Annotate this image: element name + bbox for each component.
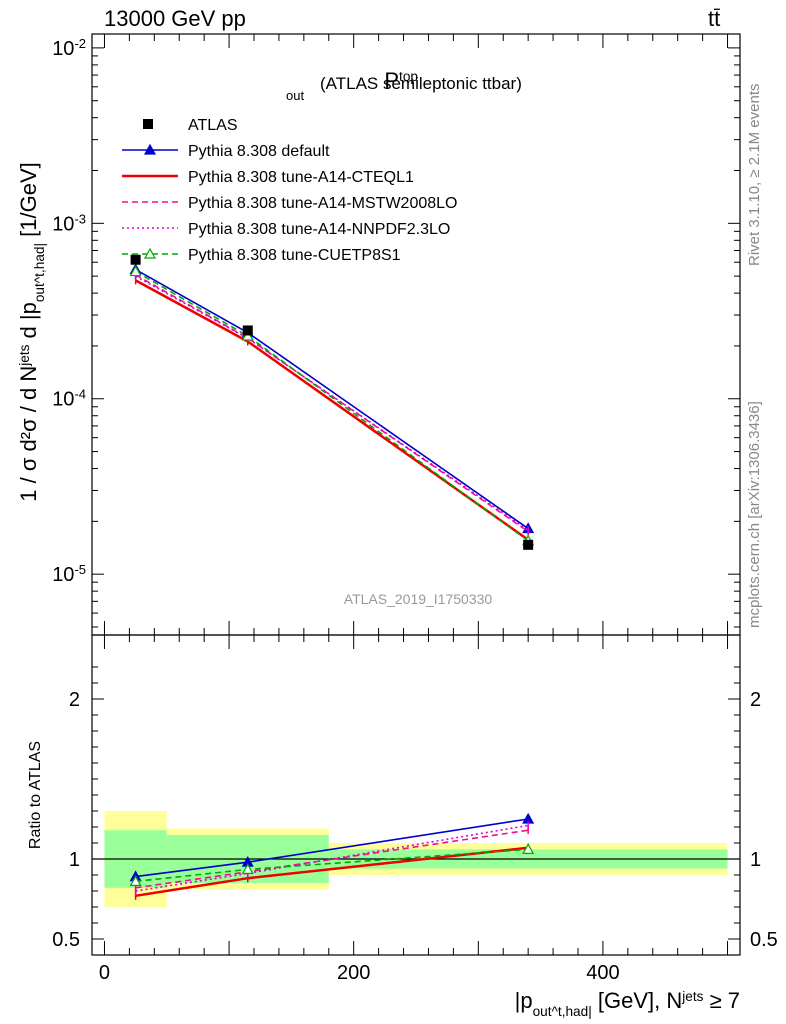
rivet-version-label: Rivet 3.1.10, ≥ 2.1M events <box>746 83 763 267</box>
x-axis-label: |pout^t,had| [GeV], Njets ≥ 7 <box>515 988 740 1019</box>
ratio-y-tick-label: 2 <box>69 689 80 711</box>
mcplots-label: mcplots.cern.ch [arXiv:1306.3436] <box>746 401 763 628</box>
chart-title-subscript: out <box>286 88 304 103</box>
ratio-y-axis-label: Ratio to ATLAS <box>27 741 44 849</box>
chart-title-suffix: (ATLAS semileptonic ttbar) <box>320 74 522 93</box>
legend-label: Pythia 8.308 tune-A14-MSTW2008LO <box>188 195 457 212</box>
data-point-atlas <box>523 539 534 550</box>
ratio-y-tick-label-right: 0.5 <box>750 929 778 951</box>
ratio-series-marker <box>241 863 254 875</box>
legend-label: Pythia 8.308 tune-A14-NNPDF2.3LO <box>188 221 450 238</box>
chart-title: Ptop <box>384 68 418 93</box>
legend-marker <box>143 247 157 259</box>
process-label: tt̄ <box>708 6 721 31</box>
ratio-y-tick-label-right: 2 <box>750 689 761 711</box>
legend-marker <box>143 143 157 155</box>
legend-marker-atlas <box>143 119 153 129</box>
main-series-marker <box>129 265 142 277</box>
legend-label: ATLAS <box>188 117 238 134</box>
data-point-atlas <box>242 325 253 336</box>
legend-label: Pythia 8.308 default <box>188 143 330 160</box>
main-series-line <box>135 275 529 531</box>
y-tick-label: 10-3 <box>52 211 86 236</box>
x-tick-label: 0 <box>99 962 110 984</box>
y-tick-label: 10-4 <box>52 386 86 411</box>
y-tick-label: 10-2 <box>52 35 86 60</box>
ratio-y-tick-label-right: 1 <box>750 849 761 871</box>
main-series-line <box>135 279 529 541</box>
collision-energy-label: 13000 GeV pp <box>104 6 246 31</box>
y-tick-label: 10-5 <box>52 562 86 587</box>
data-point-atlas <box>130 254 141 265</box>
ratio-plot-frame <box>91 634 741 956</box>
x-tick-label: 200 <box>337 962 370 984</box>
ratio-series-marker <box>129 875 142 887</box>
ratio-series-marker <box>522 843 535 855</box>
ratio-y-tick-label: 0.5 <box>52 929 80 951</box>
y-axis-label: 1 / σ d²σ / d Njets d |pout^t,had| [1/Ge… <box>16 162 47 502</box>
main-series-line <box>135 270 529 542</box>
analysis-watermark: ATLAS_2019_I1750330 <box>344 591 493 607</box>
ratio-y-tick-label: 1 <box>69 849 80 871</box>
x-tick-label: 400 <box>586 962 619 984</box>
legend-label: Pythia 8.308 tune-CUETP8S1 <box>188 247 401 264</box>
legend-label: Pythia 8.308 tune-A14-CTEQL1 <box>188 169 414 186</box>
